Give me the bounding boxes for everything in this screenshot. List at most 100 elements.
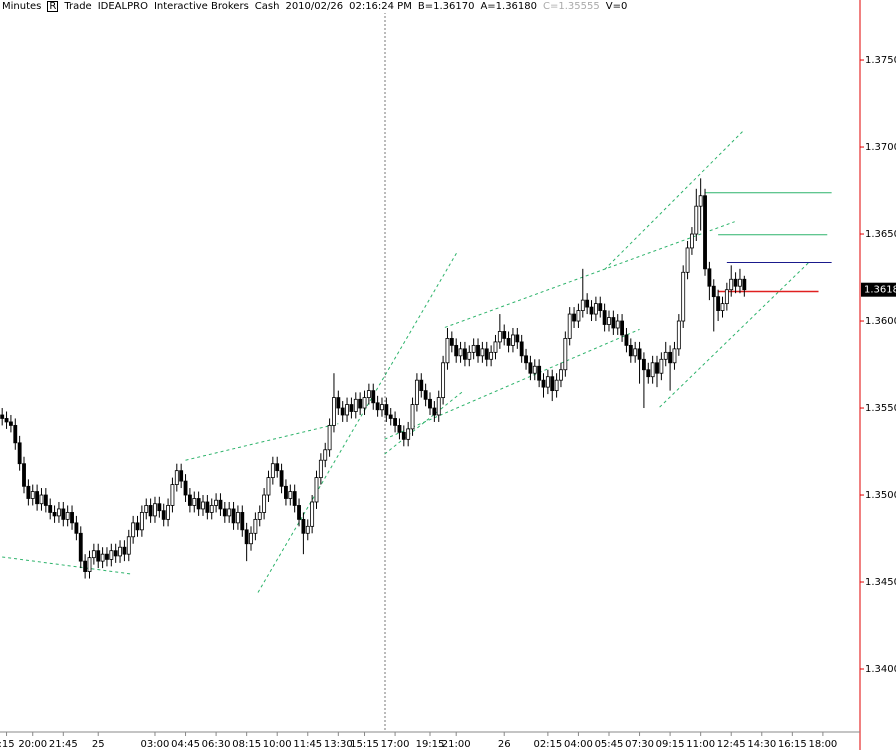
- candle-body: [187, 494, 192, 506]
- close: C=1.35555: [543, 1, 600, 12]
- x-tick-label: 05:45: [595, 739, 624, 750]
- candle-body: [183, 480, 188, 496]
- candle-body: [362, 397, 367, 409]
- candle-body: [297, 505, 301, 520]
- candle-body: [179, 470, 184, 482]
- candle-body: [458, 348, 463, 357]
- x-tick-label: 02:15: [533, 739, 562, 750]
- candle-body: [139, 512, 144, 531]
- x-tick-label: 11:45: [293, 739, 322, 750]
- candle-body: [65, 512, 70, 520]
- candle-body: [580, 299, 585, 311]
- trendline: [384, 328, 640, 440]
- candle-body: [668, 351, 673, 364]
- candle-body: [113, 550, 118, 557]
- candle-body: [61, 508, 66, 520]
- candle-body: [91, 550, 96, 559]
- candle-body: [240, 512, 245, 531]
- candle-body: [305, 525, 310, 534]
- candle-body: [249, 532, 253, 545]
- candle-body: [257, 512, 262, 520]
- x-tick-label: 04:00: [564, 739, 593, 750]
- candle-body: [201, 501, 205, 510]
- candle-body: [537, 365, 542, 381]
- candle-body: [87, 557, 92, 572]
- candle-body: [270, 463, 275, 479]
- candle-body: [153, 503, 157, 517]
- last-price-label: 1.3618: [864, 285, 896, 296]
- candle-body: [615, 320, 620, 329]
- x-tick-label: 04:45: [171, 739, 200, 750]
- candle-body: [131, 522, 136, 538]
- y-tick-label: 1.3450: [865, 577, 896, 588]
- candle-body: [462, 348, 467, 360]
- candle-body: [26, 485, 31, 499]
- x-tick-label: 07:30: [625, 739, 654, 750]
- candle-body: [646, 369, 651, 378]
- candle-body: [401, 431, 406, 440]
- y-tick-label: 1.3750: [865, 55, 896, 66]
- candle-body: [545, 376, 550, 388]
- candle-body: [624, 334, 629, 346]
- candle-body: [711, 285, 716, 298]
- volume: V=0: [605, 1, 628, 12]
- candle-body: [471, 344, 476, 353]
- x-tick-label: 12:45: [717, 739, 746, 750]
- period: Minutes: [2, 1, 42, 12]
- candle-body: [729, 278, 734, 291]
- candle-body: [428, 398, 432, 409]
- candle-body: [515, 334, 520, 343]
- y-tick-label: 1.3650: [865, 229, 896, 240]
- candle-body: [148, 505, 153, 517]
- candle-body: [489, 351, 494, 360]
- candle-body: [685, 247, 690, 273]
- candle-body: [532, 365, 537, 374]
- candle-body: [122, 546, 127, 555]
- candle-body: [227, 508, 232, 517]
- candle-body: [449, 338, 454, 346]
- candle-body: [380, 404, 384, 411]
- candle-body: [690, 233, 694, 249]
- mode[interactable]: R: [47, 1, 59, 12]
- candle-body: [205, 501, 210, 513]
- candle-body: [332, 397, 336, 426]
- candle-body: [83, 560, 88, 572]
- candle-body: [598, 303, 603, 311]
- candle-body: [196, 498, 201, 510]
- candle-body: [222, 508, 227, 517]
- time: 02:16:24 PM: [349, 1, 412, 12]
- exchange: IDEALPRO: [97, 1, 148, 12]
- candle-body: [318, 459, 323, 479]
- candle-body: [414, 379, 419, 405]
- candle-body: [192, 498, 197, 506]
- candle-body: [567, 313, 572, 339]
- candle-body: [655, 362, 659, 374]
- candle-body: [214, 499, 219, 506]
- candle-body: [742, 278, 747, 291]
- candle-body: [235, 512, 240, 524]
- candle-body: [22, 463, 26, 487]
- y-tick-label: 1.3600: [865, 316, 896, 327]
- candle-body: [78, 532, 83, 562]
- candle-body: [144, 505, 149, 513]
- account: Interactive Brokers: [153, 1, 249, 12]
- x-tick-label: 15:15: [350, 739, 379, 750]
- header: Minutes R Trade IDEALPRO Interactive Bro…: [0, 0, 628, 13]
- x-tick-label: 08:15: [232, 739, 261, 750]
- candle-body: [559, 369, 563, 381]
- x-tick-label: 18:00: [808, 739, 837, 750]
- candle-body: [288, 491, 293, 499]
- candle-body: [502, 331, 507, 339]
- candle-body: [218, 499, 223, 510]
- trendline: [659, 261, 811, 408]
- candle-body: [74, 522, 79, 534]
- candle-body: [676, 320, 681, 350]
- last-price-box: [861, 282, 896, 297]
- candle-body: [157, 503, 162, 512]
- candle-body: [231, 508, 236, 524]
- y-tick-label: 1.3700: [865, 142, 896, 153]
- candle-body: [641, 358, 646, 371]
- candle-body: [724, 289, 729, 305]
- candle-body: [406, 428, 411, 440]
